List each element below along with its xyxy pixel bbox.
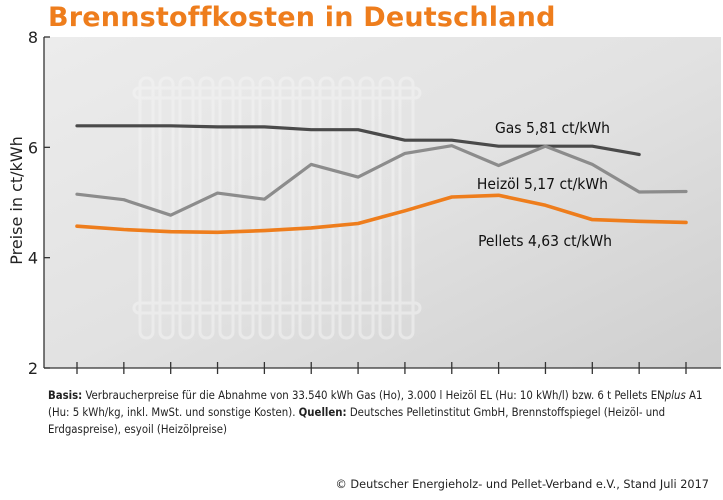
basis-label: Basis:	[48, 389, 83, 402]
radiator-fin	[178, 76, 195, 340]
y-tick-label: 4	[28, 249, 38, 268]
series-line-heizöl	[75, 144, 688, 217]
radiator-fin	[338, 76, 355, 340]
y-tick-label: 6	[28, 138, 38, 157]
radiator-fin	[158, 76, 175, 340]
sources-text: Deutsches Pelletinstitut GmbH, Brennstof…	[48, 406, 666, 436]
y-tick-label: 2	[28, 359, 38, 378]
radiator-fin	[298, 76, 315, 340]
radiator-fin	[198, 76, 215, 340]
y-tick-label: 8	[28, 28, 38, 47]
radiator-fin	[218, 76, 235, 340]
series-label-heizöl: Heizöl 5,17 ct/kWh	[477, 175, 608, 193]
series-labels: Gas 5,81 ct/kWh Heizöl 5,17 ct/kWh Pellets…	[477, 119, 612, 250]
radiator-fin	[358, 76, 375, 340]
series-layer	[75, 124, 688, 235]
radiator-illustration	[132, 76, 422, 340]
footnote: Basis: Verbraucherpreise für die Abnahme…	[48, 387, 713, 438]
radiator-fin	[278, 76, 295, 340]
radiator-pipe-top	[132, 86, 422, 100]
basis-text: Verbraucherpreise für die Abnahme von 33…	[82, 389, 665, 402]
series-label-gas: Gas 5,81 ct/kWh	[495, 119, 610, 137]
series-line-pellets	[75, 193, 688, 235]
series-label-pellets: Pellets 4,63 ct/kWh	[478, 232, 612, 250]
enplus-italic: plus	[664, 389, 686, 402]
chart-title: Brennstoffkosten in Deutschland	[48, 2, 556, 33]
y-axis-label: Preise in ct/kWh	[7, 136, 26, 265]
basis-text-2: A1 (Hu: 5 kWh/kg, inkl. MwSt. und sonsti…	[48, 389, 703, 419]
radiator-fin	[318, 76, 335, 340]
radiator-fin	[378, 76, 395, 340]
copyright: © Deutscher Energieholz- und Pellet-Verb…	[335, 478, 709, 491]
radiator-fin	[258, 76, 275, 340]
radiator-fin	[238, 76, 255, 340]
sources-label: Quellen:	[298, 406, 347, 419]
radiator-pipe-bottom	[132, 301, 422, 315]
